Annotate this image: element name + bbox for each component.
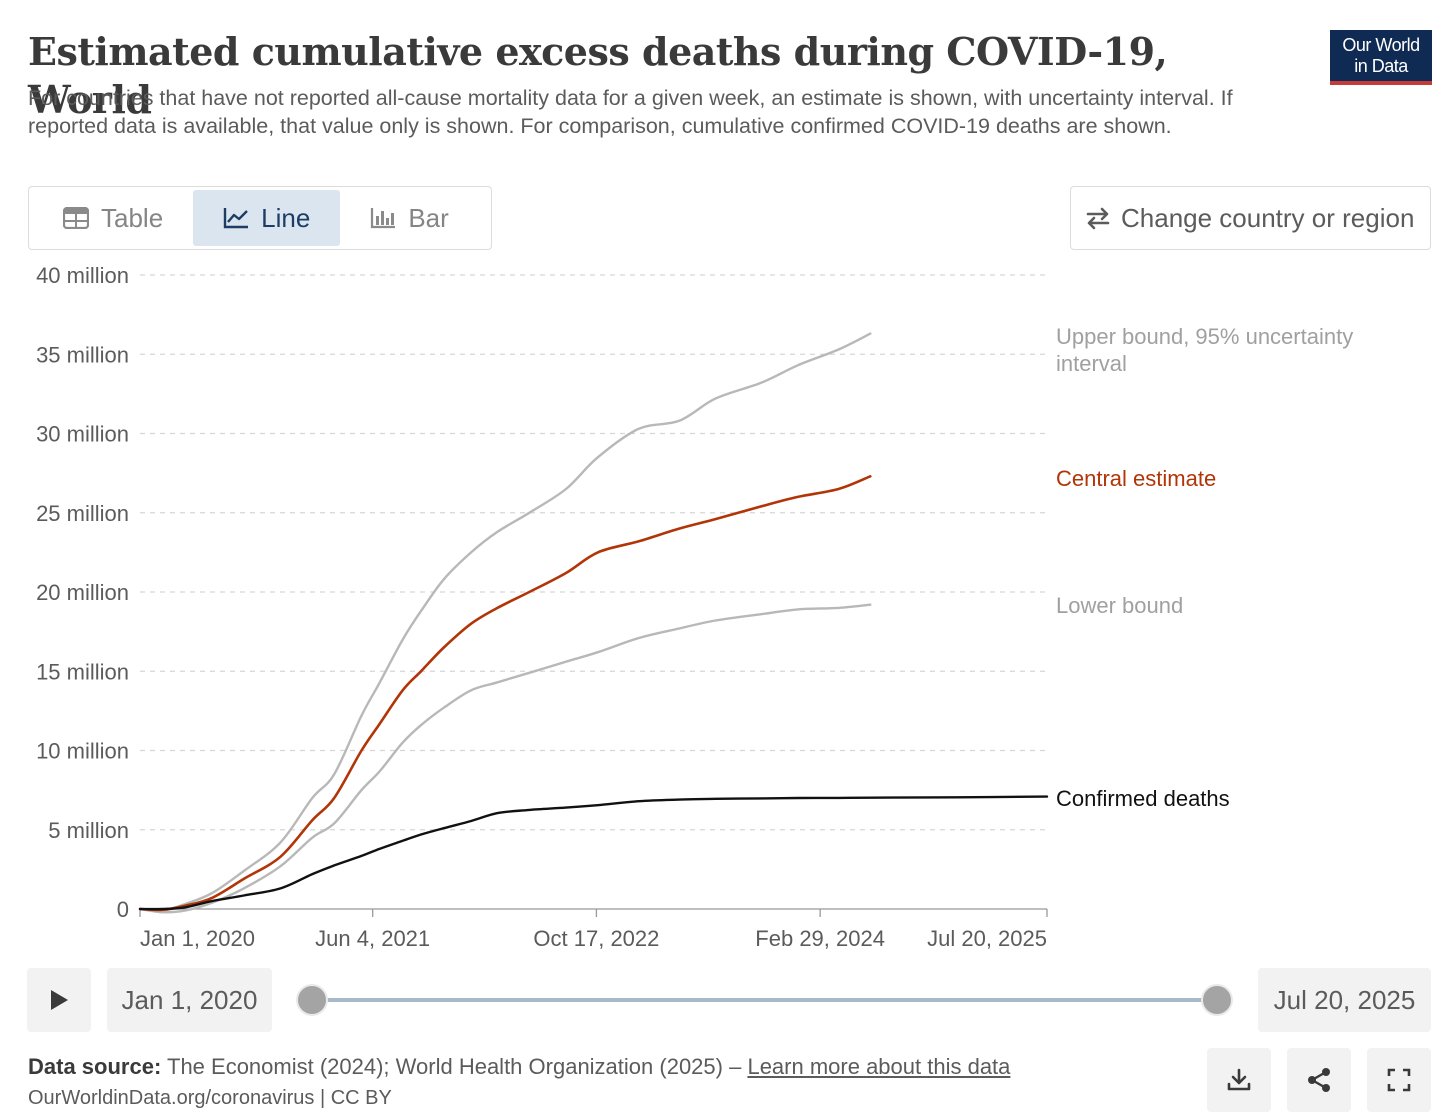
y-axis: 0 5 million 10 million 15 million 20 million… <box>36 263 129 922</box>
logo-line-2: in Data <box>1354 56 1408 76</box>
tab-line[interactable]: Line <box>193 190 341 246</box>
y-tick-label: 35 million <box>36 342 129 367</box>
tab-table[interactable]: Table <box>33 190 193 246</box>
series-line-lower-bound[interactable] <box>138 603 872 914</box>
share-button[interactable] <box>1287 1048 1351 1112</box>
swap-arrows-icon <box>1086 207 1110 230</box>
data-source: Data source: The Economist (2024); World… <box>28 1054 1010 1080</box>
logo-line-1: Our World <box>1342 35 1420 55</box>
source-url[interactable]: OurWorldinData.org/coronavirus | CC BY <box>28 1087 392 1109</box>
line-chart-icon <box>223 208 249 229</box>
end-date-box[interactable]: Jul 20, 2025 <box>1258 968 1431 1032</box>
learn-more-link[interactable]: Learn more about this data <box>747 1054 1011 1079</box>
tab-line-label: Line <box>261 202 311 233</box>
y-tick-label: 40 million <box>36 263 129 288</box>
series-label-upper-bound-95-uncertainty-interval[interactable]: Upper bound, 95% uncertainty interval <box>1056 324 1353 376</box>
table-icon <box>63 207 89 229</box>
tab-table-label: Table <box>101 202 164 233</box>
y-tick-label: 20 million <box>36 580 129 605</box>
x-tick-label: Feb 29, 2024 <box>755 926 885 951</box>
owid-logo[interactable]: Our World in Data <box>1330 30 1432 85</box>
x-tick-label: Jul 20, 2025 <box>927 926 1047 951</box>
y-tick-label: 0 <box>117 897 129 922</box>
y-tick-label: 15 million <box>36 659 129 684</box>
change-country-label: Change country or region <box>1121 202 1415 233</box>
series-label-central-estimate[interactable]: Central estimate <box>1056 466 1216 491</box>
change-country-button[interactable]: Change country or region <box>1070 186 1431 250</box>
x-tick-label: Jun 4, 2021 <box>315 926 430 951</box>
series-line-confirmed-deaths[interactable] <box>138 795 1049 911</box>
series-line-central-estimate[interactable] <box>138 475 872 912</box>
share-icon <box>1308 1068 1330 1092</box>
series-label-confirmed-deaths[interactable]: Confirmed deaths <box>1056 786 1230 811</box>
bar-chart-icon <box>371 208 396 229</box>
y-tick-label: 25 million <box>36 501 129 526</box>
series-layer <box>138 332 1049 914</box>
series-label-lower-bound[interactable]: Lower bound <box>1056 593 1183 618</box>
grid-layer <box>140 274 1047 831</box>
source-text: The Economist (2024); World Health Organ… <box>167 1054 742 1079</box>
y-tick-label: 10 million <box>36 739 129 764</box>
start-date-box[interactable]: Jan 1, 2020 <box>107 968 272 1032</box>
chart-title: Estimated cumulative excess deaths durin… <box>28 29 1168 122</box>
y-tick-label: 5 million <box>48 818 129 843</box>
series-line-upper-bound-95-uncertainty-interval[interactable] <box>138 332 872 912</box>
timeline-start-handle[interactable] <box>296 984 328 1016</box>
tab-bar-label: Bar <box>408 202 449 233</box>
y-tick-label: 30 million <box>36 422 129 447</box>
line-chart: 0 5 million 10 million 15 million 20 million… <box>36 263 1353 951</box>
fullscreen-button[interactable] <box>1367 1048 1431 1112</box>
x-tick-label: Jan 1, 2020 <box>140 926 255 951</box>
download-icon <box>1227 1068 1251 1091</box>
chart-subtitle: For countries that have not reported all… <box>28 86 1233 138</box>
timeline-controls: Jan 1, 2020 Jul 20, 2025 <box>0 966 1452 1034</box>
source-label: Data source: <box>28 1054 162 1079</box>
timeline-end-handle[interactable] <box>1201 984 1233 1016</box>
view-tabs: Table Line Bar <box>28 186 492 250</box>
x-tick-label: Oct 17, 2022 <box>533 926 659 951</box>
fullscreen-icon <box>1387 1068 1411 1092</box>
play-icon <box>51 990 68 1010</box>
timeline-track[interactable] <box>312 998 1218 1002</box>
series-labels: Upper bound, 95% uncertainty interval Cent… <box>1056 324 1353 811</box>
play-button[interactable] <box>27 968 91 1032</box>
x-axis: Jan 1, 2020 Jun 4, 2021 Oct 17, 2022 Feb 29… <box>139 908 1048 951</box>
download-button[interactable] <box>1207 1048 1271 1112</box>
tab-bar[interactable]: Bar <box>340 190 478 246</box>
